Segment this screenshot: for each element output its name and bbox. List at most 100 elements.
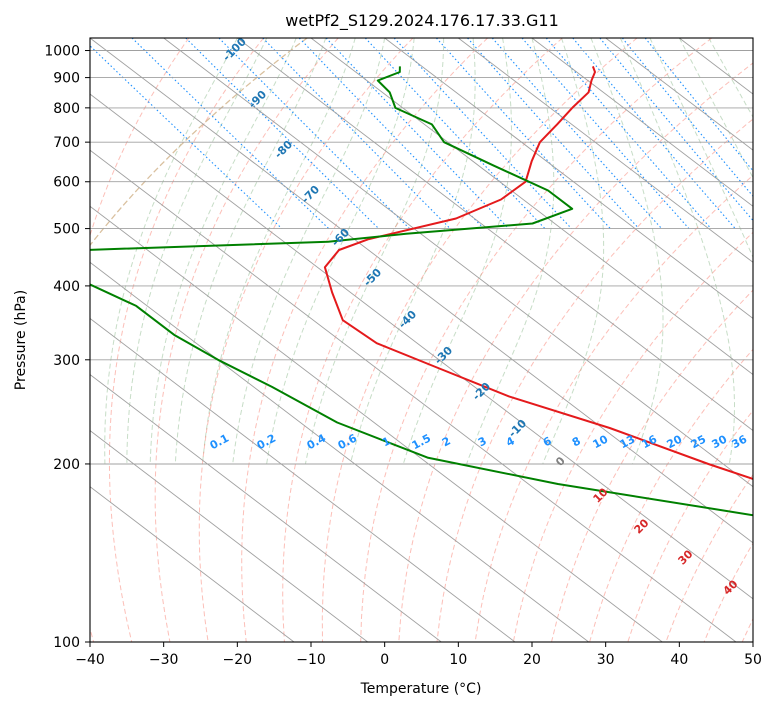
isotherm <box>752 38 753 39</box>
mixing-ratio-label: 20 <box>665 432 685 451</box>
mixing-ratio-label: 13 <box>618 433 638 452</box>
isotherm <box>384 38 753 319</box>
moist-adiabat <box>202 38 356 465</box>
dry-adiabat <box>398 62 753 642</box>
moist-adiabat <box>104 38 238 465</box>
moist-adiabat <box>708 38 753 119</box>
dry-adiabat <box>198 38 414 642</box>
mixing-ratio-label: 0.2 <box>255 432 278 453</box>
mixing-ratio-line <box>298 38 485 229</box>
moist-adiabat <box>174 38 327 465</box>
axes: −40 −30 −20 −10 0 10 20 30 40 50 100 200 300 400 500 60… <box>44 44 762 668</box>
isotherm <box>90 38 753 544</box>
mixing-ratio-label: 2 <box>440 434 453 449</box>
mixing-ratio-label: 30 <box>710 432 730 451</box>
x-tick-label: 50 <box>744 652 762 668</box>
moist-adiabat <box>402 38 512 465</box>
dry-adiabat <box>321 38 638 642</box>
temperature-line <box>323 66 753 480</box>
dry-adiabat-label: -40 <box>396 308 419 331</box>
mixing-ratio-line <box>491 38 663 229</box>
moist-adiabat <box>232 38 386 465</box>
moist-adiabat <box>266 38 415 465</box>
mixing-ratio-line <box>545 38 712 229</box>
y-tick-label: 1000 <box>44 44 80 60</box>
mixing-ratio-label: 0.6 <box>336 431 360 452</box>
x-tick-label: 10 <box>449 652 467 668</box>
isotherm <box>605 38 753 151</box>
isotherm <box>163 38 753 488</box>
y-tick-label: 100 <box>53 635 80 651</box>
moist-adiabat <box>590 38 664 465</box>
isotherm <box>237 38 753 432</box>
x-tick-label: 30 <box>597 652 615 668</box>
dewpoint-line <box>90 66 753 517</box>
mixing-ratio-line <box>435 38 611 229</box>
dry-adiabat <box>90 38 190 642</box>
dry-adiabat <box>474 174 753 642</box>
dry-adiabat <box>108 38 264 642</box>
dry-adiabat <box>154 38 339 642</box>
mixing-ratio-line <box>467 38 640 229</box>
x-tick-label: 20 <box>523 652 541 668</box>
dry-adiabat <box>589 348 753 642</box>
mixing-ratio-line <box>90 45 283 229</box>
isotherm <box>310 38 753 376</box>
isotherm <box>90 261 589 642</box>
dry-adiabat-label: -100 <box>220 35 249 64</box>
dry-adiabat-label: -30 <box>432 344 455 367</box>
y-tick-label: 200 <box>53 457 80 473</box>
mixing-ratio-label: 10 <box>591 432 611 451</box>
moist-adiabat <box>542 38 605 465</box>
dry-adiabat <box>741 617 753 642</box>
mixing-ratio-label: 16 <box>640 432 660 451</box>
dry-adiabat-label: 40 <box>721 577 741 597</box>
dry-adiabat-label: -80 <box>272 138 295 161</box>
moist-adiabat <box>304 38 445 465</box>
moist-adiabat <box>649 38 753 259</box>
dry-adiabat <box>551 289 753 642</box>
x-tick-label: −20 <box>223 652 253 668</box>
y-tick-label: 900 <box>53 71 80 87</box>
moist-adiabat <box>126 38 268 464</box>
isotherm <box>531 38 753 207</box>
mixing-ratio-line <box>599 38 753 222</box>
moist-adiabat <box>678 38 753 179</box>
mixing-ratio-line <box>393 38 572 229</box>
mixing-ratio-line <box>131 38 330 229</box>
chart-title: wetPf2_S129.2024.176.17.33.G11 <box>285 11 559 31</box>
y-tick-label: 400 <box>53 279 80 295</box>
isotherm <box>90 373 442 642</box>
background-lines <box>90 38 753 642</box>
mixing-ratio-label: 25 <box>689 433 709 452</box>
x-tick-label: 0 <box>380 652 389 668</box>
x-tick-label: 40 <box>670 652 688 668</box>
isotherm <box>90 430 368 642</box>
mixing-ratio-label: 1.5 <box>410 432 433 453</box>
surface-arc <box>90 38 308 247</box>
mixing-ratio-label: 0.4 <box>305 431 329 452</box>
y-tick-label: 600 <box>53 175 80 191</box>
isotherm <box>90 93 753 600</box>
isotherm <box>90 486 295 642</box>
mixing-ratio-line <box>185 38 380 229</box>
dry-adiabat <box>512 231 753 642</box>
mixing-ratio-line <box>325 38 510 229</box>
y-axis-label: Pressure (hPa) <box>13 290 29 390</box>
dry-adiabat-label: 30 <box>676 547 696 567</box>
x-tick-label: −30 <box>149 652 179 668</box>
mixing-ratio-label: 0.1 <box>208 432 231 453</box>
isotherm <box>90 149 737 642</box>
moist-adiabat <box>619 38 735 465</box>
plot-frame <box>89 37 754 643</box>
mixing-ratio-label: 8 <box>570 434 583 449</box>
x-axis-label: Temperature (°C) <box>360 681 482 697</box>
moist-adiabat <box>149 38 297 465</box>
isotherm <box>458 38 753 263</box>
y-tick-label: 300 <box>53 353 80 369</box>
dry-adiabat <box>241 38 488 642</box>
mixing-ratio-line <box>218 38 410 229</box>
dry-adiabat <box>703 542 753 642</box>
isotherm <box>90 317 516 642</box>
